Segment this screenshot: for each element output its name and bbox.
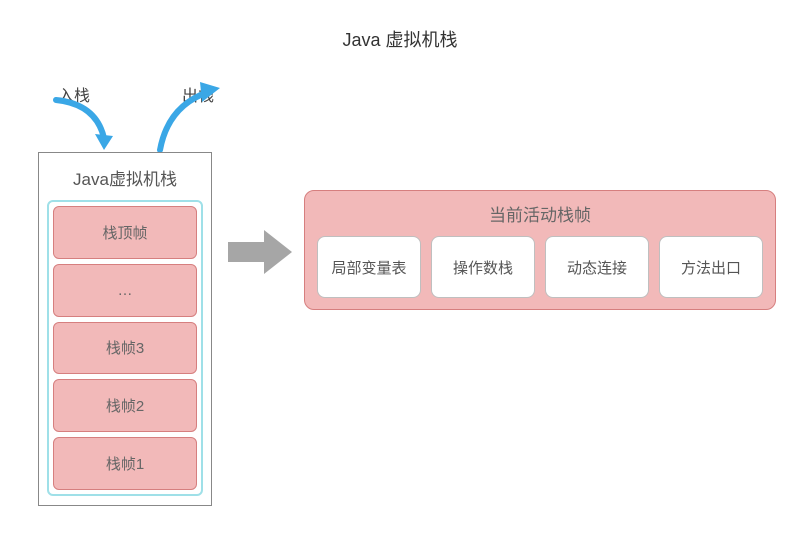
component-box: 操作数栈 — [431, 236, 535, 298]
push-arrow-icon — [48, 96, 118, 156]
components-row: 局部变量表 操作数栈 动态连接 方法出口 — [317, 236, 763, 298]
active-frame-title: 当前活动栈帧 — [317, 201, 763, 226]
stack-container: Java虚拟机栈 栈顶帧 … 栈帧3 栈帧2 栈帧1 — [38, 152, 212, 506]
active-frame-panel: 当前活动栈帧 局部变量表 操作数栈 动态连接 方法出口 — [304, 190, 776, 310]
stack-frame: 栈帧3 — [53, 322, 197, 375]
component-box: 局部变量表 — [317, 236, 421, 298]
stack-frame: 栈帧1 — [53, 437, 197, 490]
component-box: 动态连接 — [545, 236, 649, 298]
diagram-title: Java 虚拟机栈 — [342, 26, 457, 52]
stack-frame: 栈顶帧 — [53, 206, 197, 259]
stack-title: Java虚拟机栈 — [39, 153, 211, 200]
big-arrow-icon — [228, 230, 292, 274]
frames-wrap: 栈顶帧 … 栈帧3 栈帧2 栈帧1 — [47, 200, 203, 496]
pop-arrow-icon — [150, 78, 230, 156]
stack-frame: 栈帧2 — [53, 379, 197, 432]
component-box: 方法出口 — [659, 236, 763, 298]
stack-frame: … — [53, 264, 197, 317]
